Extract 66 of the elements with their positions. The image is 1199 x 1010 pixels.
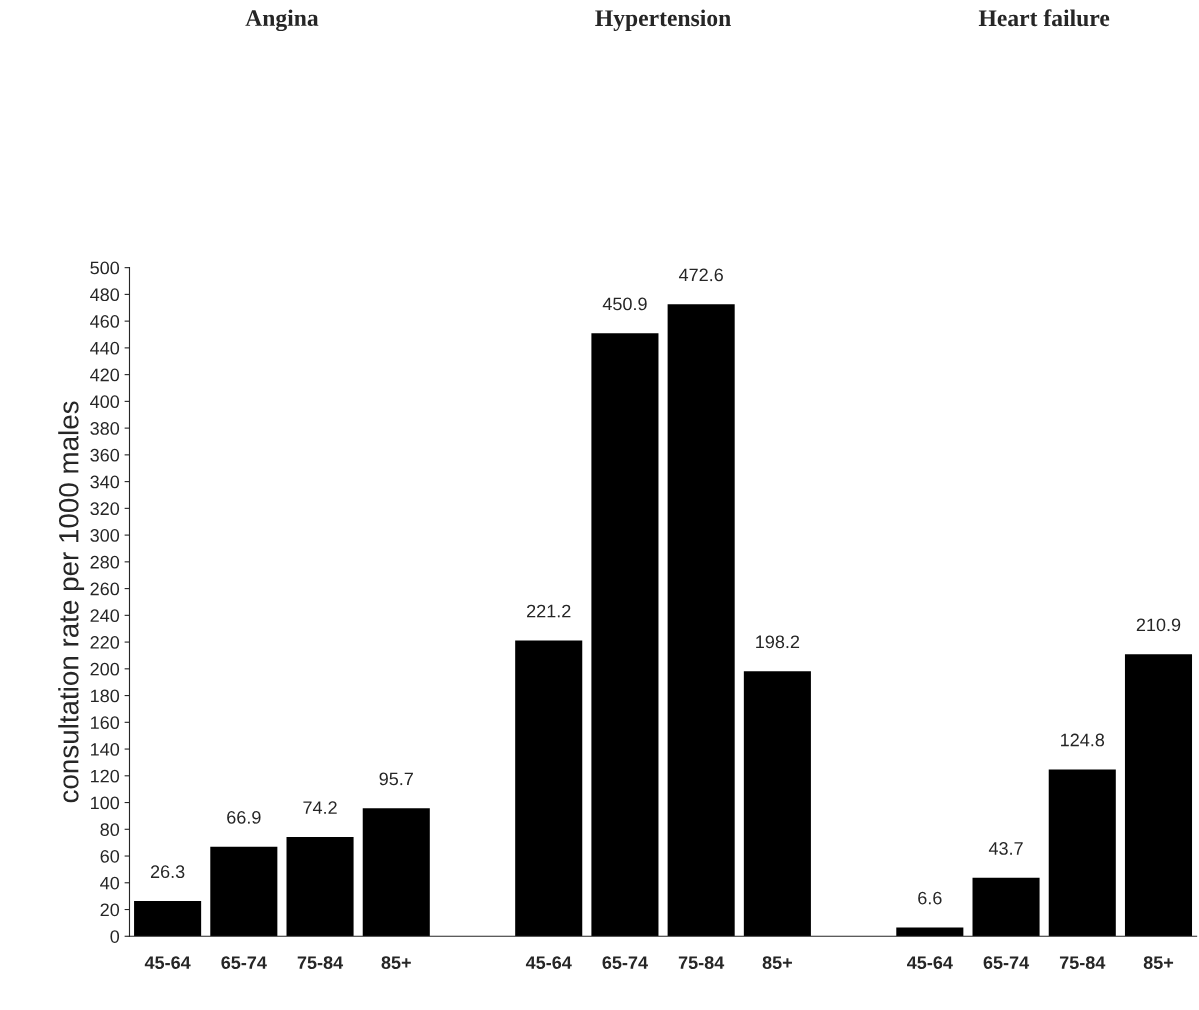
y-tick-label: 380 [90,422,120,435]
data-label: 198.2 [756,635,800,649]
y-tick-label: 360 [90,448,120,462]
y-tick-label: 500 [90,261,120,275]
x-tick-label: 75-84 [678,956,725,969]
bar [210,846,278,937]
bar [667,304,735,937]
y-axis-title: consultation rate per 1000 males [58,401,85,803]
data-label: 95.7 [379,772,413,786]
data-label: 43.7 [988,842,1023,855]
y-tick-label: 160 [91,716,120,730]
text: Angina [245,9,319,32]
y-tick-label: 220 [90,636,120,649]
data-label: 221.2 [527,604,571,618]
y-tick-label: 400 [90,395,120,409]
y-tick-label: 180 [91,689,120,703]
x-tick-label: 85+ [381,956,411,969]
y-tick-label: 0 [110,930,120,943]
data-label: 26.3 [150,865,185,879]
bar [896,927,964,937]
y-tick-label: 100 [91,796,120,810]
bar [362,808,430,937]
bar [972,877,1040,937]
y-tick-label: 80 [100,823,120,837]
data-label: 66.9 [227,811,261,824]
y-tick-label: 240 [90,609,120,623]
y-tick-label: 420 [90,368,120,382]
bar [515,640,583,937]
y-tick-label: 140 [91,742,120,756]
bar [134,901,202,937]
x-tick-label: 65-74 [983,956,1030,969]
x-tick-label: 85+ [762,956,792,969]
y-tick-label: 60 [100,849,120,863]
text: Heart failure [978,9,1110,27]
data-label: 450.9 [602,297,647,311]
x-tick-label: 75-84 [297,956,344,969]
y-tick-label: 40 [100,876,120,890]
y-tick-label: 280 [90,555,120,569]
bar [743,671,811,937]
text: Hypertension [595,9,731,31]
x-tick-label: 45-64 [525,956,572,969]
x-tick-label: 85+ [1143,956,1174,969]
y-tick-label: 120 [91,769,120,783]
data-label: 124.8 [1061,733,1105,747]
y-tick-label: 200 [90,662,120,676]
y-tick-label: 460 [90,315,120,328]
x-tick-label: 65-74 [602,956,648,969]
y-tick-label: 480 [90,288,120,302]
bar [1048,769,1116,937]
data-label: 472.6 [678,268,723,282]
x-tick-label: 65-74 [221,956,267,969]
y-tick-label: 300 [90,529,120,542]
x-tick-label: 45-64 [907,956,953,969]
data-label: 74.2 [303,801,337,814]
y-tick-label: 340 [90,475,120,489]
bar [286,837,354,937]
data-label: 210.9 [1136,618,1181,632]
y-tick-label: 440 [90,341,120,355]
x-tick-label: 75-84 [1059,956,1106,969]
y-tick-label: 320 [90,502,120,516]
y-tick-label: 20 [100,903,120,917]
data-label: 6.6 [918,891,942,905]
y-tick-label: 260 [90,582,120,596]
x-tick-label: 45-64 [144,956,191,969]
bar [1124,654,1193,937]
bar [591,333,659,937]
